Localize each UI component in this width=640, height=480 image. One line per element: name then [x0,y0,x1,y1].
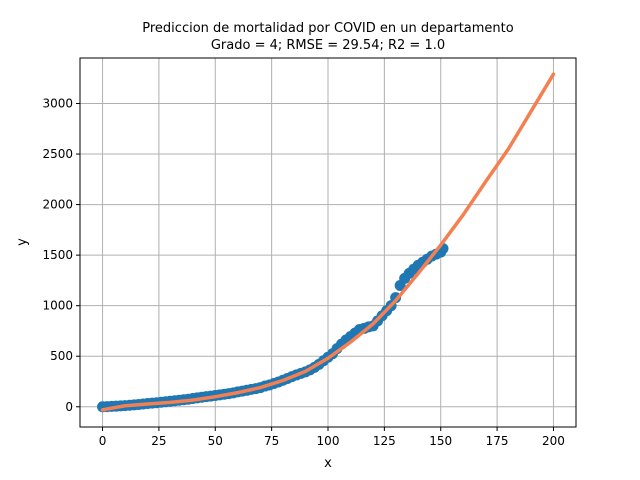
y-axis-label: y [15,238,30,246]
y-tick-label: 2500 [42,147,73,161]
chart-title-line-2: Grado = 4; RMSE = 29.54; R2 = 1.0 [211,38,445,53]
y-tick-label: 0 [65,400,73,414]
x-tick-label: 175 [486,434,509,448]
x-axis-label: x [324,456,332,471]
x-tick-label: 25 [151,434,166,448]
y-tick-label: 3000 [42,96,73,110]
y-tick-label: 500 [50,349,73,363]
y-axis: 0 500 1000 1500 2000 2500 3000 [42,96,80,414]
x-tick-label: 0 [99,434,107,448]
x-tick-label: 125 [373,434,396,448]
scatter-series [97,243,449,413]
y-tick-label: 1500 [42,248,73,262]
x-tick-label: 75 [264,434,279,448]
x-tick-label: 50 [208,434,223,448]
fit-line [100,72,556,412]
fit-series [100,72,556,412]
x-tick-label: 100 [317,434,340,448]
grid [80,58,576,427]
y-tick-label: 1000 [42,299,73,313]
x-tick-label: 200 [542,434,565,448]
x-tick-label: 150 [429,434,452,448]
y-tick-label: 2000 [42,198,73,212]
x-axis: 0 25 50 75 100 125 150 175 200 [99,427,565,448]
chart-title-line-1: Prediccion de mortalidad por COVID en un… [142,21,513,36]
